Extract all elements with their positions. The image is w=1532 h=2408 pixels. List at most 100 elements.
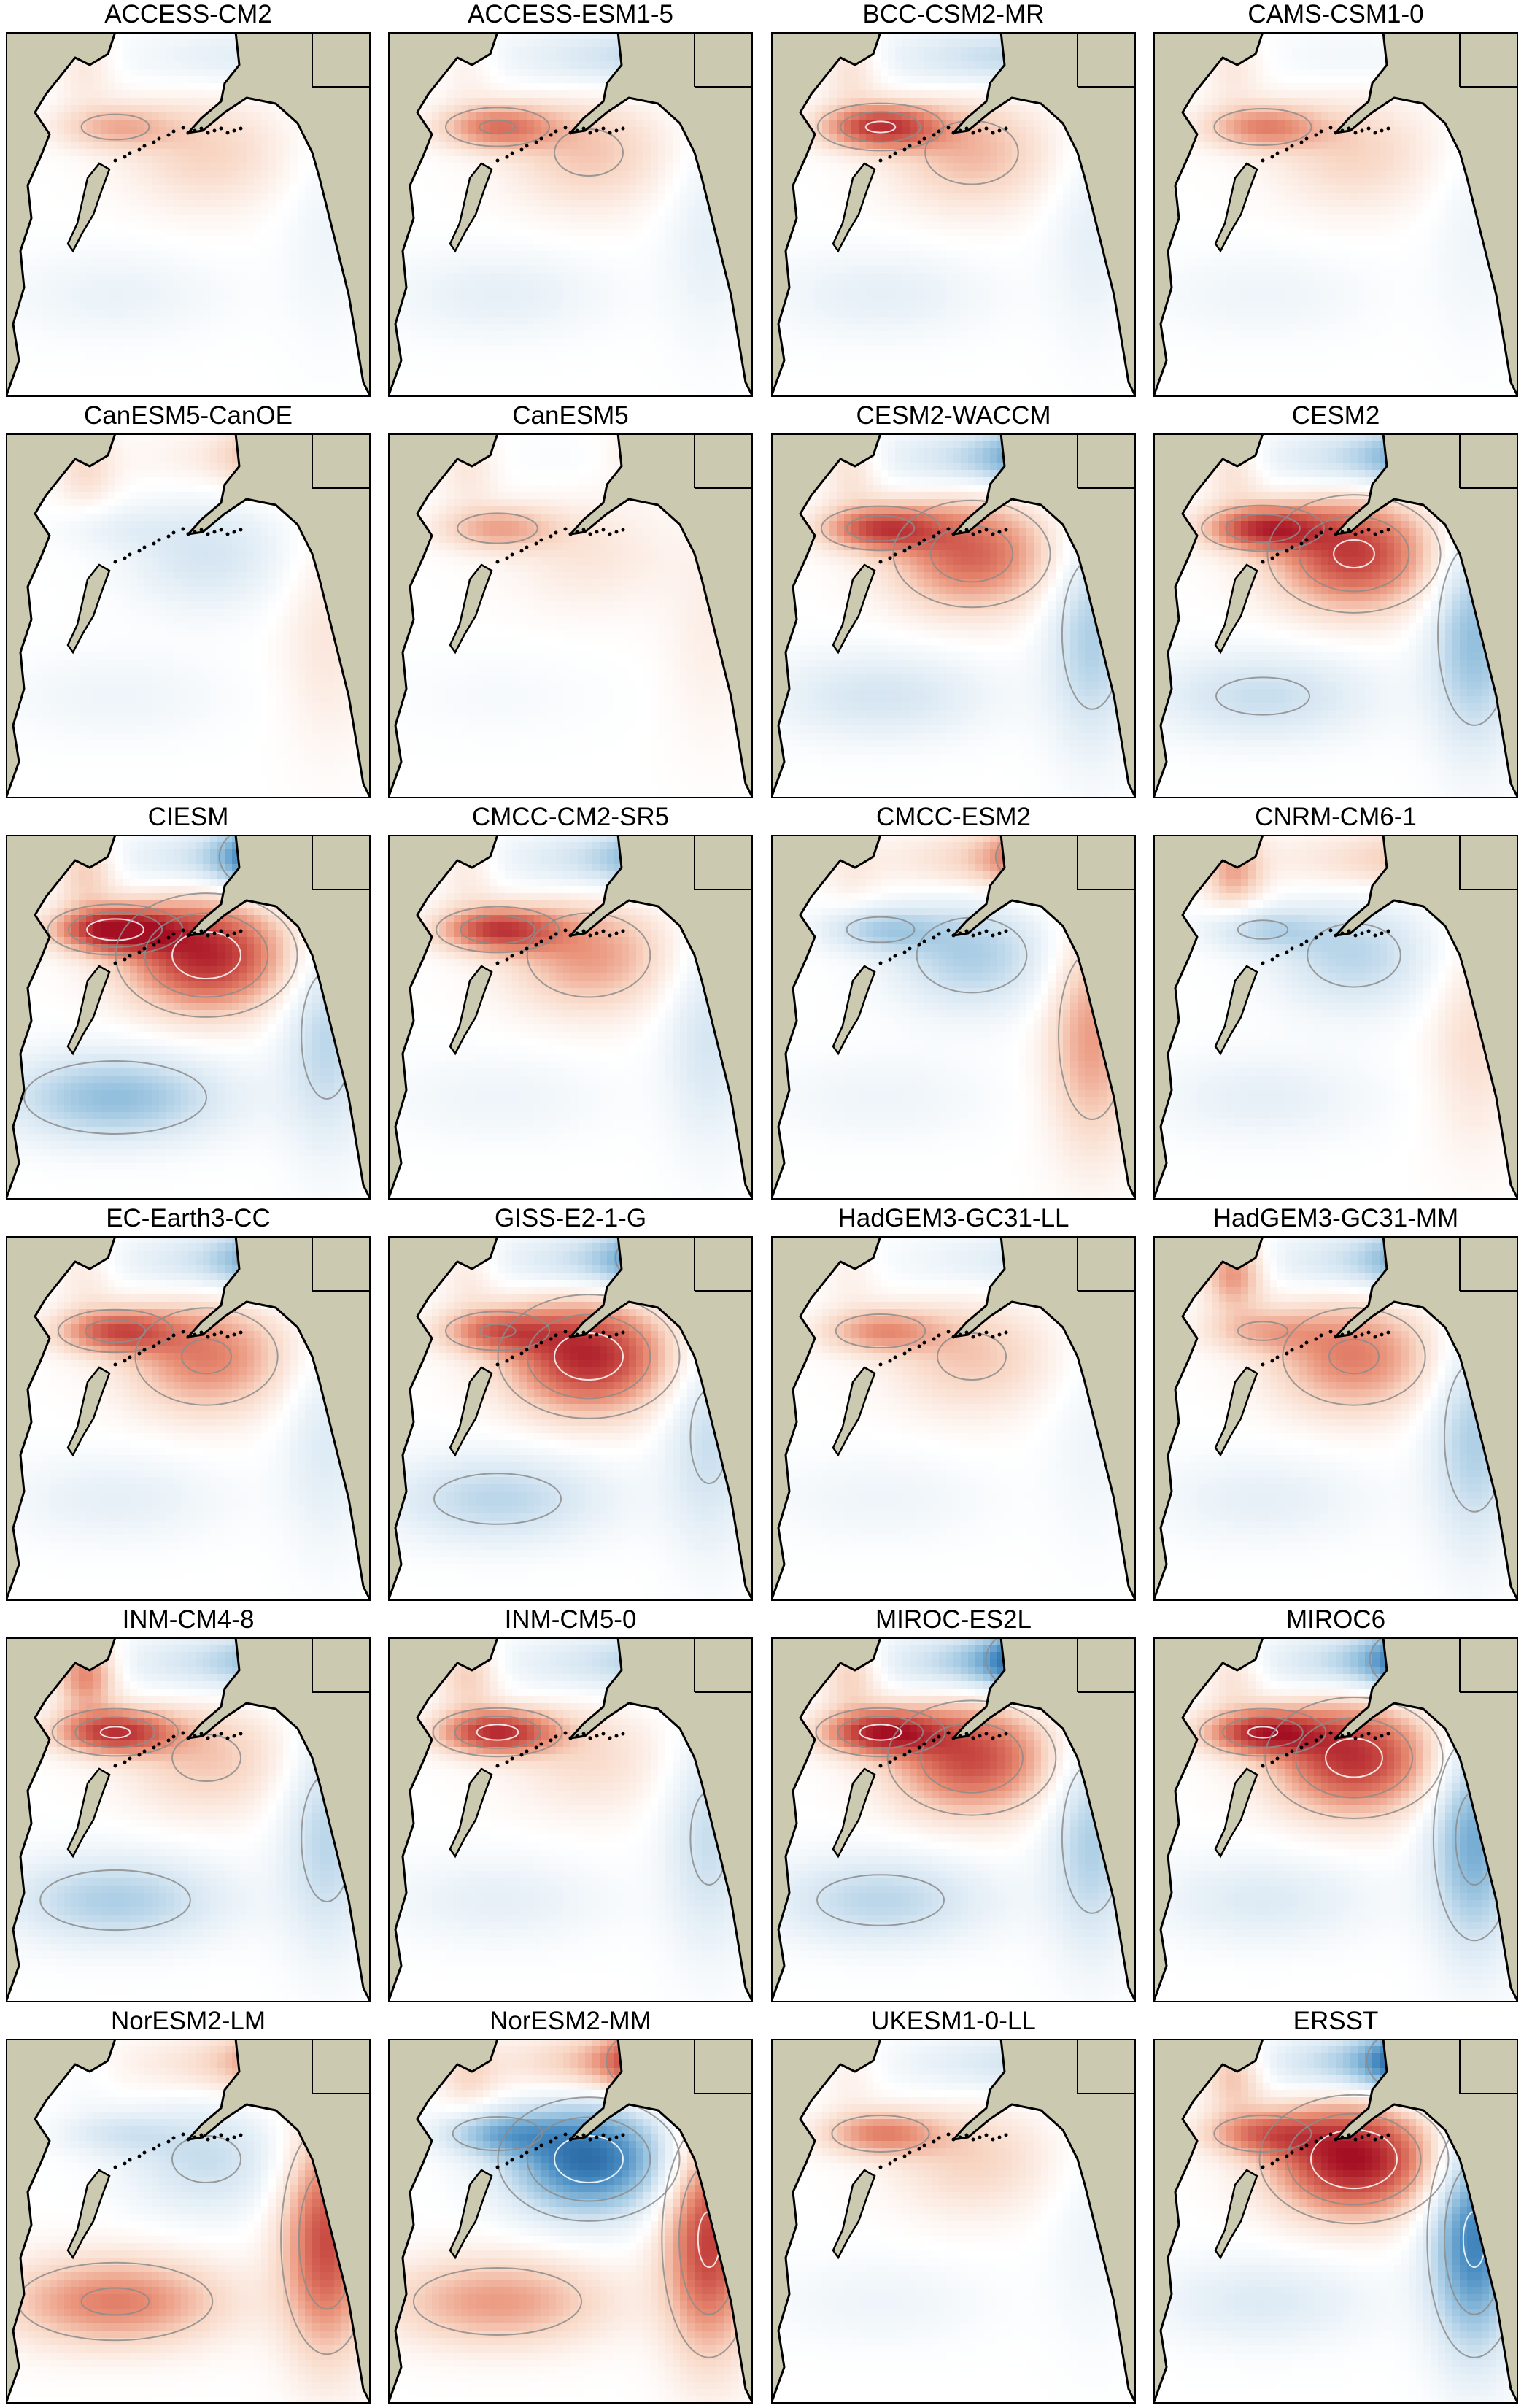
- field-cell: [79, 302, 87, 310]
- field-cell: [261, 375, 269, 383]
- field-cell: [276, 339, 284, 347]
- field-cell: [658, 149, 666, 157]
- field-cell: [505, 360, 513, 368]
- field-cell: [592, 295, 600, 303]
- field-cell: [724, 339, 732, 347]
- field-cell: [651, 105, 659, 113]
- field-cell: [20, 368, 28, 376]
- field-cell: [174, 258, 182, 266]
- field-cell: [166, 368, 174, 376]
- field-cell: [210, 222, 218, 230]
- field-cell: [283, 178, 291, 186]
- field-cell: [20, 360, 28, 368]
- field-cell: [239, 222, 247, 230]
- field-cell: [490, 200, 498, 208]
- field-cell: [651, 127, 659, 135]
- field-cell: [549, 236, 557, 244]
- field-cell: [196, 382, 204, 390]
- field-cell: [629, 368, 637, 376]
- field-cell: [130, 222, 138, 230]
- field-cell: [115, 76, 123, 84]
- aleutian-island: [213, 129, 217, 133]
- field-cell: [210, 339, 218, 347]
- field-cell: [490, 98, 498, 106]
- field-cell: [563, 346, 571, 354]
- field-cell: [512, 280, 520, 288]
- field-cell: [320, 273, 328, 281]
- field-cell: [188, 163, 196, 171]
- field-cell: [622, 339, 630, 347]
- field-cell: [210, 90, 218, 99]
- field-cell: [643, 317, 651, 325]
- field-cell: [600, 244, 608, 252]
- field-cell: [549, 69, 557, 77]
- field-cell: [658, 236, 666, 244]
- field-cell: [188, 61, 196, 69]
- field-cell: [247, 142, 255, 150]
- field-cell: [115, 368, 123, 376]
- field-cell: [290, 288, 298, 296]
- field-cell: [498, 90, 506, 99]
- field-cell: [181, 236, 189, 244]
- field-cell: [28, 353, 36, 361]
- field-cell: [476, 236, 484, 244]
- field-cell: [130, 200, 138, 208]
- field-cell: [20, 302, 28, 310]
- field-cell: [152, 90, 160, 99]
- field-cell: [217, 120, 225, 128]
- field-cell: [312, 273, 320, 281]
- field-cell: [695, 382, 703, 390]
- field-cell: [541, 69, 549, 77]
- field-cell: [556, 76, 564, 84]
- field-cell: [629, 185, 637, 193]
- field-cell: [305, 244, 313, 252]
- field-cell: [446, 142, 454, 150]
- field-cell: [276, 134, 284, 142]
- field-cell: [643, 134, 651, 142]
- field-cell: [290, 309, 298, 317]
- field-cell: [549, 280, 557, 288]
- field-cell: [64, 171, 72, 179]
- field-cell: [498, 244, 506, 252]
- field-cell: [225, 112, 233, 120]
- field-cell: [320, 229, 328, 237]
- field-cell: [305, 251, 313, 259]
- field-cell: [217, 331, 225, 339]
- field-cell: [432, 193, 440, 201]
- field-cell: [115, 207, 123, 215]
- field-cell: [680, 353, 688, 361]
- field-cell: [403, 324, 411, 332]
- field-cell: [79, 156, 87, 164]
- field-cell: [320, 280, 328, 288]
- field-cell: [505, 171, 513, 179]
- field-cell: [254, 353, 262, 361]
- field-cell: [123, 251, 131, 259]
- field-cell: [622, 266, 630, 274]
- field-cell: [79, 98, 87, 106]
- field-cell: [28, 258, 36, 266]
- field-cell: [432, 266, 440, 274]
- field-cell: [643, 215, 651, 223]
- field-cell: [534, 98, 542, 106]
- field-cell: [232, 302, 240, 310]
- field-cell: [527, 229, 535, 237]
- field-cell: [483, 222, 491, 230]
- field-cell: [695, 331, 703, 339]
- field-cell: [680, 258, 688, 266]
- field-cell: [658, 346, 666, 354]
- field-cell: [425, 105, 433, 113]
- field-cell: [585, 193, 593, 201]
- field-cell: [687, 324, 695, 332]
- field-cell: [188, 266, 196, 274]
- field-cell: [217, 171, 225, 179]
- field-cell: [108, 222, 116, 230]
- field-cell: [144, 236, 152, 244]
- field-cell: [724, 317, 732, 325]
- field-cell: [261, 353, 269, 361]
- field-cell: [174, 69, 182, 77]
- field-cell: [305, 280, 313, 288]
- field-cell: [174, 193, 182, 201]
- field-cell: [320, 360, 328, 368]
- field-cell: [327, 280, 335, 288]
- field-cell: [724, 382, 732, 390]
